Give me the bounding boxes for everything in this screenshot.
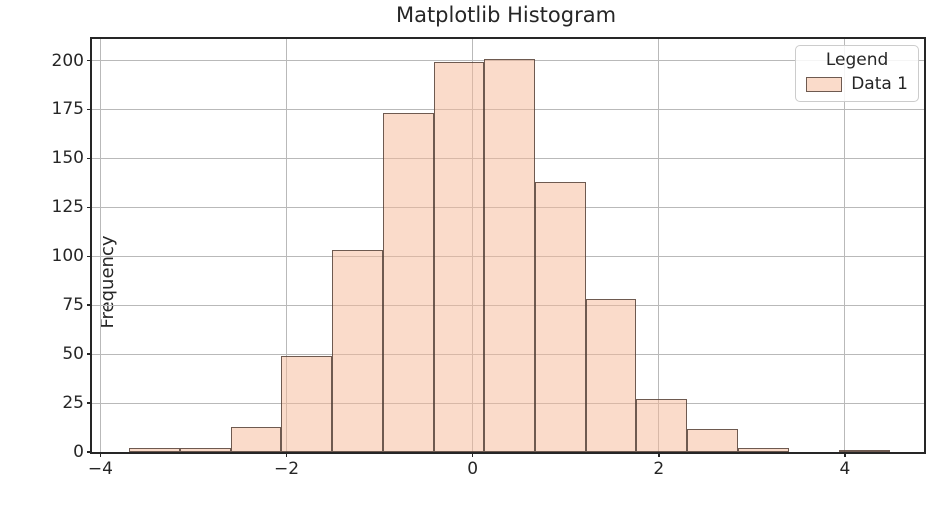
x-tick bbox=[285, 452, 288, 457]
legend-entry-label: Data 1 bbox=[851, 74, 908, 94]
histogram-bar bbox=[636, 399, 688, 452]
legend-swatch-icon bbox=[806, 76, 843, 92]
x-tick-label: −2 bbox=[273, 459, 300, 479]
y-tick bbox=[87, 255, 92, 257]
y-tick bbox=[87, 157, 92, 160]
plot-area: −4 −2 0 2 4 0 25 50 75 100 125 150 175 200 Legend Dat… bbox=[52, 37, 926, 479]
y-tick bbox=[87, 59, 92, 62]
x-gridline bbox=[99, 39, 101, 452]
histogram-bar bbox=[281, 356, 333, 452]
y-tick-label: 175 bbox=[51, 99, 84, 120]
x-tick bbox=[658, 452, 660, 457]
y-tick-label: 150 bbox=[51, 148, 84, 169]
y-tick bbox=[87, 304, 92, 306]
x-tick-label: 0 bbox=[467, 459, 479, 479]
x-tick-label: 2 bbox=[653, 459, 665, 479]
histogram-bar bbox=[737, 448, 789, 452]
y-tick-label: 50 bbox=[62, 344, 84, 365]
histogram-bar bbox=[534, 181, 586, 452]
y-tick-label: 200 bbox=[51, 50, 84, 71]
x-gridline bbox=[286, 39, 287, 452]
y-tick bbox=[87, 206, 92, 209]
y-tick-label: 75 bbox=[62, 295, 84, 316]
y-tick bbox=[87, 402, 92, 404]
histogram-bar bbox=[230, 426, 282, 452]
legend-title: Legend bbox=[825, 50, 889, 70]
histogram-bar bbox=[484, 58, 535, 452]
histogram-bar bbox=[382, 113, 434, 452]
legend-entry: Data 1 bbox=[806, 74, 908, 94]
y-tick bbox=[87, 108, 92, 111]
chart-title: Matplotlib Histogram bbox=[395, 3, 617, 27]
y-tick-label: 0 bbox=[73, 442, 84, 462]
y-tick-label: 25 bbox=[62, 393, 84, 414]
histogram-bar bbox=[129, 448, 180, 452]
y-tick-label: 100 bbox=[51, 246, 84, 267]
y-tick bbox=[87, 451, 92, 453]
x-gridline bbox=[844, 39, 846, 452]
chart-layer: −4 −2 0 2 4 0 25 50 75 100 125 150 175 200 bbox=[52, 39, 924, 479]
histogram-bar bbox=[433, 62, 485, 452]
x-gridline bbox=[658, 39, 660, 452]
x-tick bbox=[844, 452, 846, 457]
x-tick bbox=[99, 452, 102, 457]
y-tick bbox=[87, 353, 92, 355]
histogram-bar bbox=[687, 428, 738, 452]
legend: Legend Data 1 bbox=[795, 45, 919, 102]
y-tick-label: 125 bbox=[51, 197, 84, 218]
histogram-bar bbox=[839, 450, 891, 453]
histogram-bar bbox=[332, 250, 383, 452]
x-tick-label: 4 bbox=[839, 459, 851, 479]
histogram-bar bbox=[585, 299, 637, 452]
x-tick-label: −4 bbox=[87, 459, 113, 479]
histogram-bar bbox=[179, 448, 231, 452]
x-tick bbox=[471, 452, 474, 457]
